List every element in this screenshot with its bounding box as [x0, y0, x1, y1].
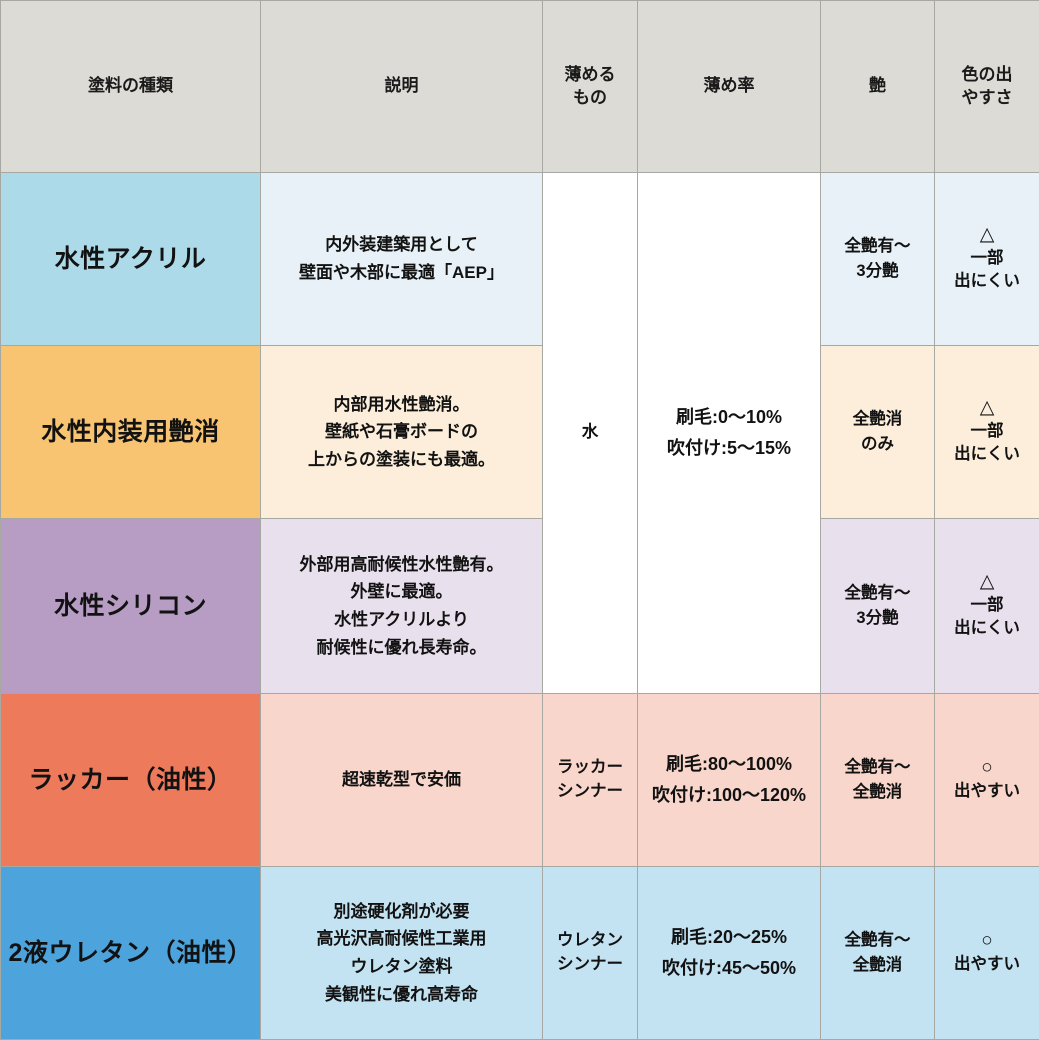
cell-color-ease-text: 出やすい — [954, 955, 1020, 973]
cell-color-ease: △ 一部出にくい — [935, 519, 1039, 694]
cell-paint-type: 水性内装用艶消 — [1, 346, 261, 519]
cell-gloss: 全艶消のみ — [821, 346, 935, 519]
cell-color-ease-text: 一部出にくい — [954, 422, 1020, 463]
table-row: ラッカー（油性） 超速乾型で安価 ラッカーシンナー 刷毛:80〜100%吹付け:… — [1, 694, 1039, 867]
cell-thinning-ratio: 刷毛:80〜100%吹付け:100〜120% — [638, 694, 821, 867]
header-thinning-ratio: 薄め率 — [638, 1, 821, 173]
table-row: 2液ウレタン（油性） 別途硬化剤が必要高光沢高耐候性工業用ウレタン塗料美観性に優… — [1, 867, 1039, 1040]
circle-mark-icon: ○ — [941, 757, 1033, 780]
cell-paint-type: 2液ウレタン（油性） — [1, 867, 261, 1040]
cell-description: 外部用高耐候性水性艶有。外壁に最適。水性アクリルより耐候性に優れ長寿命。 — [261, 519, 543, 694]
header-color-ease: 色の出やすさ — [935, 1, 1039, 173]
table-row: 水性アクリル 内外装建築用として壁面や木部に最適「AEP」 水 刷毛:0〜10%… — [1, 173, 1039, 346]
triangle-mark-icon: △ — [941, 224, 1033, 247]
circle-mark-icon: ○ — [941, 930, 1033, 953]
cell-color-ease-text: 出やすい — [954, 782, 1020, 800]
cell-paint-type: 水性アクリル — [1, 173, 261, 346]
header-row: 塗料の種類 説明 薄めるもの 薄め率 艶 色の出やすさ — [1, 1, 1039, 173]
header-description: 説明 — [261, 1, 543, 173]
cell-description: 超速乾型で安価 — [261, 694, 543, 867]
table-row: 水性内装用艶消 内部用水性艶消。壁紙や石膏ボードの上からの塗装にも最適。 全艶消… — [1, 346, 1039, 519]
cell-color-ease: ○ 出やすい — [935, 694, 1039, 867]
cell-gloss: 全艶有〜3分艶 — [821, 519, 935, 694]
triangle-mark-icon: △ — [941, 397, 1033, 420]
table-row: 水性シリコン 外部用高耐候性水性艶有。外壁に最適。水性アクリルより耐候性に優れ長… — [1, 519, 1039, 694]
cell-color-ease-text: 一部出にくい — [954, 249, 1020, 290]
cell-thinning-ratio-merged: 刷毛:0〜10%吹付け:5〜15% — [638, 173, 821, 694]
cell-thinner: ラッカーシンナー — [543, 694, 638, 867]
cell-paint-type: ラッカー（油性） — [1, 694, 261, 867]
cell-color-ease: △ 一部出にくい — [935, 173, 1039, 346]
cell-gloss: 全艶有〜3分艶 — [821, 173, 935, 346]
cell-gloss: 全艶有〜全艶消 — [821, 694, 935, 867]
table-body: 水性アクリル 内外装建築用として壁面や木部に最適「AEP」 水 刷毛:0〜10%… — [1, 173, 1039, 1040]
triangle-mark-icon: △ — [941, 571, 1033, 594]
cell-thinning-ratio: 刷毛:20〜25%吹付け:45〜50% — [638, 867, 821, 1040]
header-gloss: 艶 — [821, 1, 935, 173]
cell-description: 内外装建築用として壁面や木部に最適「AEP」 — [261, 173, 543, 346]
cell-paint-type: 水性シリコン — [1, 519, 261, 694]
cell-description: 別途硬化剤が必要高光沢高耐候性工業用ウレタン塗料美観性に優れ高寿命 — [261, 867, 543, 1040]
header-thinner: 薄めるもの — [543, 1, 638, 173]
header-paint-type: 塗料の種類 — [1, 1, 261, 173]
cell-gloss: 全艶有〜全艶消 — [821, 867, 935, 1040]
cell-color-ease-text: 一部出にくい — [954, 596, 1020, 637]
cell-description: 内部用水性艶消。壁紙や石膏ボードの上からの塗装にも最適。 — [261, 346, 543, 519]
cell-thinner-merged: 水 — [543, 173, 638, 694]
table-header: 塗料の種類 説明 薄めるもの 薄め率 艶 色の出やすさ — [1, 1, 1039, 173]
cell-color-ease: ○ 出やすい — [935, 867, 1039, 1040]
cell-thinner: ウレタンシンナー — [543, 867, 638, 1040]
cell-color-ease: △ 一部出にくい — [935, 346, 1039, 519]
